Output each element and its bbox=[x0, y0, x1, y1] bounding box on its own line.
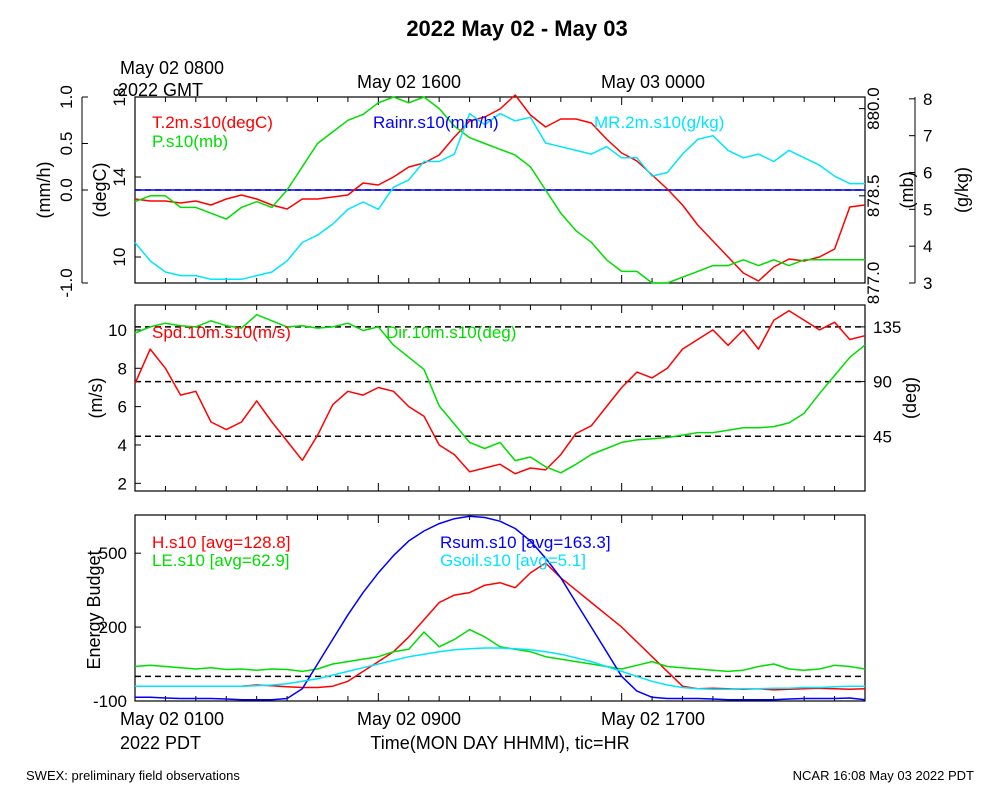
top-panel: -1.0 0.0 0.5 1.0 10 14 18 877.0 878.5 880.0 3 4 5 6 7 8… bbox=[57, 85, 932, 304]
series-line-green bbox=[134, 313, 866, 474]
footer-right: NCAR 16:08 May 03 2022 PDT bbox=[793, 768, 974, 783]
energy-tick-label: 500 bbox=[99, 544, 127, 563]
rain-axis-label: (mm/h) bbox=[34, 162, 54, 219]
temp-tick-label: 18 bbox=[110, 88, 129, 107]
bottom-time-label-1: May 02 0900 bbox=[357, 709, 461, 729]
mr-axis-label: (g/kg) bbox=[952, 167, 972, 213]
series-line-red bbox=[134, 310, 866, 475]
dir-tick-label: 45 bbox=[873, 427, 892, 446]
legend-label-cyan: Gsoil.s10 [avg=5.1] bbox=[440, 551, 586, 570]
series-line-cyan bbox=[134, 112, 865, 281]
top-time-label-1: May 02 1600 bbox=[357, 72, 461, 92]
top-left-time-line1: May 02 0800 bbox=[120, 58, 224, 78]
legend-label-red: H.s10 [avg=128.8] bbox=[152, 533, 290, 552]
chart-title: 2022 May 02 - May 03 bbox=[406, 16, 627, 41]
middle-panel: 2 4 6 8 10 45 90 135 Spd.10m.s10(m/s) Dir.10m.s10… bbox=[108, 305, 901, 493]
temp-tick-label: 14 bbox=[110, 168, 129, 187]
spd-tick-label: 8 bbox=[118, 359, 127, 378]
top-left-time-line2: 2022 GMT bbox=[118, 80, 203, 100]
temp-axis-label: (degC) bbox=[90, 162, 110, 217]
footer-left: SWEX: preliminary field observations bbox=[26, 768, 240, 783]
top-time-label-2: May 03 0000 bbox=[601, 72, 705, 92]
dir-axis-label: (deg) bbox=[900, 377, 920, 419]
mr-tick-label: 4 bbox=[923, 237, 932, 256]
dir-tick-label: 135 bbox=[873, 318, 901, 337]
series-line-blue bbox=[135, 515, 866, 701]
energy-axis-label: Energy Budget bbox=[84, 550, 104, 669]
spd-axis-label: (m/s) bbox=[86, 378, 106, 419]
pres-tick-label: 878.5 bbox=[864, 175, 883, 218]
mr-tick-label: 3 bbox=[923, 274, 932, 293]
legend-label-green: Dir.10m.s10(deg) bbox=[386, 323, 516, 342]
mr-tick-label: 5 bbox=[923, 200, 932, 219]
x-axis-label: Time(MON DAY HHMM), tic=HR bbox=[370, 733, 629, 753]
series-line-cyan bbox=[135, 647, 865, 690]
bottom-left-time-line1: May 02 0100 bbox=[120, 709, 224, 729]
mr-tick-label: 8 bbox=[923, 90, 932, 109]
energy-tick-label: 200 bbox=[99, 618, 127, 637]
dir-tick-label: 90 bbox=[873, 373, 892, 392]
bottom-panel: -100 200 500 H.s10 [avg=128.8]LE.s10 [avg=6… bbox=[93, 515, 866, 711]
mr-tick-label: 6 bbox=[923, 164, 932, 183]
spd-tick-label: 2 bbox=[118, 474, 127, 493]
rain-tick-label: 1.0 bbox=[57, 85, 76, 109]
series-line-green bbox=[134, 96, 865, 284]
rain-tick-label: 0.0 bbox=[57, 178, 76, 202]
legend-label-blue: Rsum.s10 [avg=163.3] bbox=[440, 533, 611, 552]
bottom-time-label-2: May 02 1700 bbox=[601, 709, 705, 729]
pres-axis-label: (mb) bbox=[897, 172, 917, 209]
legend-label-cyan: MR.2m.s10(g/kg) bbox=[594, 113, 724, 132]
series-line-red bbox=[134, 94, 866, 282]
bottom-left-time-line2: 2022 PDT bbox=[120, 733, 201, 753]
mr-tick-label: 7 bbox=[923, 127, 932, 146]
energy-tick-label: -100 bbox=[93, 692, 127, 711]
series-line-red bbox=[226, 562, 866, 691]
spd-tick-label: 4 bbox=[118, 436, 127, 455]
temp-tick-label: 10 bbox=[110, 248, 129, 267]
spd-tick-label: 10 bbox=[108, 321, 127, 340]
pres-tick-label: 877.0 bbox=[864, 262, 883, 305]
pres-tick-label: 880.0 bbox=[864, 87, 883, 130]
legend-label-rain: Rainr.s10(mm/h) bbox=[373, 113, 499, 132]
spd-tick-label: 6 bbox=[118, 398, 127, 417]
rain-tick-label: 0.5 bbox=[57, 132, 76, 156]
legend-label-green: LE.s10 [avg=62.9] bbox=[152, 551, 290, 570]
series-line-green bbox=[134, 628, 866, 673]
legend-label-red: Spd.10m.s10(m/s) bbox=[152, 323, 291, 342]
rain-tick-label: -1.0 bbox=[57, 268, 76, 297]
legend-label-red: T.2m.s10(degC) bbox=[152, 113, 273, 132]
legend-label-green: P.s10(mb) bbox=[152, 132, 228, 151]
